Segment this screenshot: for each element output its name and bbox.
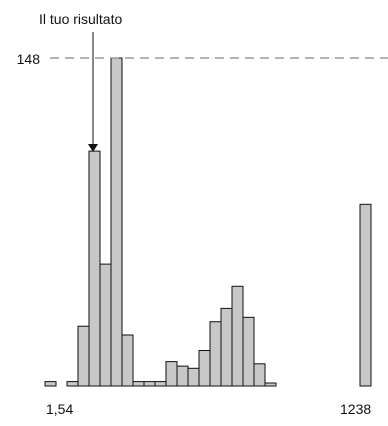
reference-label: 148 [17, 51, 41, 67]
histogram-bar-17 [231, 285, 244, 387]
x-min-label: 1,54 [46, 401, 73, 417]
histogram-bar-18 [242, 316, 255, 387]
histogram-bar-19 [253, 363, 266, 387]
bars-layer [44, 57, 372, 387]
histogram-bar-8 [132, 381, 145, 387]
histogram-bar-7 [121, 334, 134, 387]
histogram-bar-15 [209, 321, 222, 387]
histogram-bar-10 [154, 381, 167, 387]
histogram-bar-9 [143, 381, 156, 387]
histogram-bar-4 [88, 150, 101, 387]
histogram-bar-13 [187, 367, 200, 387]
histogram-bar-2 [66, 381, 79, 387]
histogram-bar-6 [110, 57, 123, 387]
annotation-label: Il tuo risultato [39, 11, 122, 27]
histogram-bar-3 [77, 325, 90, 387]
histogram-bar-5 [99, 263, 112, 387]
histogram-bar-11 [165, 361, 178, 387]
histogram-bar-0 [44, 381, 57, 387]
histogram-bar-14 [198, 350, 211, 387]
x-max-label: 1238 [340, 401, 371, 417]
histogram-bar-outlier [359, 203, 372, 387]
histogram-bar-20 [264, 382, 277, 387]
annotation-arrowhead [88, 144, 98, 152]
histogram-bar-12 [176, 365, 189, 387]
histogram-bar-16 [220, 307, 233, 387]
